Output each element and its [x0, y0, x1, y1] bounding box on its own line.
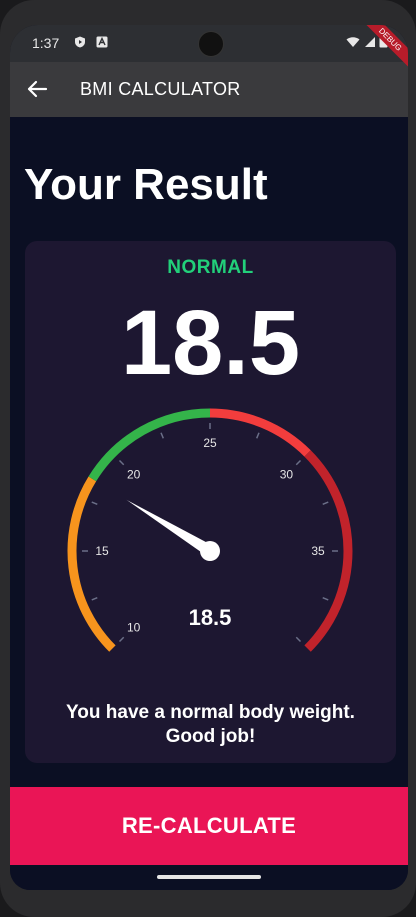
- app-notification-icon: [96, 36, 108, 48]
- gauge-minor-tick: [322, 501, 329, 506]
- gauge-minor-tick: [322, 596, 329, 601]
- gauge-range-3: [304, 450, 353, 652]
- recalculate-button[interactable]: RE-CALCULATE: [10, 787, 408, 865]
- screen: 1:37 BMI CALCULATOR DEBUG Your Result NO…: [10, 25, 408, 890]
- bmi-value: 18.5: [120, 292, 301, 394]
- home-indicator[interactable]: [157, 875, 261, 879]
- gauge-hub: [200, 541, 220, 561]
- status-time: 1:37: [32, 35, 60, 51]
- gauge-tick-label: 15: [95, 544, 109, 558]
- status-bar: 1:37: [10, 25, 408, 62]
- description-line-1: You have a normal body weight.: [66, 702, 355, 723]
- gauge-tick-label: 20: [127, 468, 141, 482]
- gauge-tick-label: 25: [203, 436, 217, 450]
- gauge-range-0: [67, 476, 116, 652]
- front-camera: [198, 31, 224, 57]
- gauge-value-label: 18.5: [189, 605, 232, 630]
- gauge-tick-label: 10: [127, 620, 141, 634]
- page-title: Your Result: [24, 160, 268, 209]
- app-bar: BMI CALCULATOR: [10, 62, 408, 117]
- gauge-range-2: [209, 408, 311, 457]
- shield-icon: [75, 36, 85, 48]
- description-line-2: Good job!: [165, 726, 256, 747]
- gauge-minor-tick: [255, 432, 260, 439]
- signal-icon: [365, 37, 375, 47]
- gauge-minor-tick: [118, 636, 125, 643]
- gauge-minor-tick: [295, 459, 302, 466]
- navigation-bar: [10, 865, 408, 890]
- gauge-minor-tick: [160, 432, 165, 439]
- gauge-needle: [126, 499, 214, 557]
- bmi-gauge: 10 15 20 25 30 35 18.5: [67, 408, 353, 652]
- result-description: You have a normal body weight. Good job!: [35, 701, 386, 749]
- gauge-range-1: [88, 408, 211, 482]
- wifi-icon: [346, 37, 360, 47]
- bmi-category: NORMAL: [167, 257, 254, 278]
- gauge-tick-label: 35: [311, 544, 325, 558]
- app-title: BMI CALCULATOR: [80, 79, 241, 99]
- gauge-minor-tick: [295, 636, 302, 643]
- gauge-minor-tick: [91, 596, 98, 601]
- gauge-tick-label: 30: [280, 468, 294, 482]
- gauge-minor-tick: [91, 501, 98, 506]
- result-card: NORMAL 18.5 10 15 20 25 30 35 18.5 You have a…: [25, 241, 396, 763]
- back-arrow-icon[interactable]: [26, 78, 48, 100]
- gauge-minor-tick: [118, 459, 125, 466]
